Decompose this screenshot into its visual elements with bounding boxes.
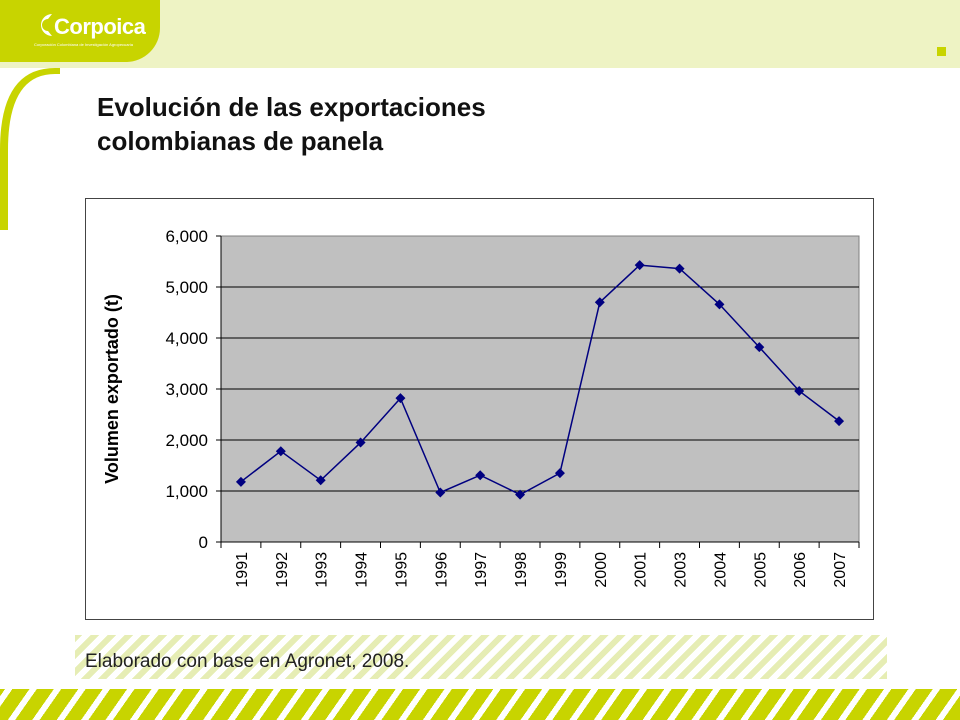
y-tick-label: 2,000 [165, 431, 208, 450]
data-point-marker [794, 386, 805, 397]
logo-mark-icon [41, 14, 52, 36]
data-point-marker [754, 342, 765, 353]
x-tick-label: 2005 [752, 552, 769, 588]
source-note: Elaborado con base en Agronet, 2008. [85, 651, 410, 672]
x-tick-label: 2007 [832, 552, 849, 588]
data-point-marker [395, 393, 406, 404]
slide-title-line1: Evolución de las exportaciones [97, 92, 486, 122]
x-tick-label: 1997 [473, 552, 490, 588]
y-tick-label: 6,000 [165, 227, 208, 246]
data-point-marker [475, 470, 486, 481]
y-tick-label: 3,000 [165, 380, 208, 399]
slide-title: Evolución de las exportaciones colombian… [97, 90, 486, 158]
x-tick-label: 2006 [792, 552, 809, 588]
corner-square-decoration [937, 47, 946, 56]
data-point-marker [634, 260, 645, 271]
x-tick-label: 1991 [234, 552, 251, 588]
left-curve-decoration [0, 68, 60, 230]
data-point-marker [714, 299, 725, 310]
header-band [0, 0, 960, 68]
data-point-marker [594, 297, 605, 308]
logo-text: Corpoica [54, 14, 146, 39]
y-tick-label: 5,000 [165, 278, 208, 297]
data-point-marker [435, 487, 446, 498]
footer-stripes [0, 689, 960, 720]
x-tick-label: 1996 [433, 552, 450, 588]
slide-title-line2: colombianas de panela [97, 126, 384, 156]
data-point-marker [834, 416, 845, 427]
export-volume-line-chart: 0 1,000 2,000 3,000 4,000 5,000 6,000 1991 1992 1… [102, 227, 860, 588]
logo-tagline: Corporación Colombiana de Investigación … [34, 42, 133, 47]
x-tick-label: 2000 [593, 552, 610, 588]
y-tick-label: 1,000 [165, 482, 208, 501]
x-tick-label: 2003 [673, 552, 690, 588]
y-tick-label: 0 [199, 533, 208, 552]
y-tick-label: 4,000 [165, 329, 208, 348]
data-point-marker [315, 475, 326, 486]
data-point-marker [355, 437, 366, 448]
data-point-marker [515, 489, 526, 500]
source-band: Elaborado con base en Agronet, 2008. [75, 635, 887, 679]
y-axis-label: Volumen exportado (t) [102, 294, 122, 484]
data-point-marker [554, 468, 565, 479]
x-tick-label: 1998 [513, 552, 530, 588]
data-point-marker [235, 476, 246, 487]
chart-frame: 0 1,000 2,000 3,000 4,000 5,000 6,000 1991 1992 1… [85, 198, 874, 620]
series-line [240, 264, 840, 496]
x-tick-label: 1992 [274, 552, 291, 588]
data-point-marker [674, 263, 685, 274]
data-point-marker [275, 446, 286, 457]
x-tick-label: 2004 [712, 552, 729, 588]
corpoica-logo: Corpoica Corporación Colombiana de Inves… [0, 0, 160, 62]
x-tick-label: 1994 [354, 552, 371, 588]
x-tick-label: 2001 [633, 552, 650, 588]
x-tick-label: 1993 [314, 552, 331, 588]
x-tick-label: 1995 [393, 552, 410, 588]
x-tick-label: 1999 [553, 552, 570, 588]
